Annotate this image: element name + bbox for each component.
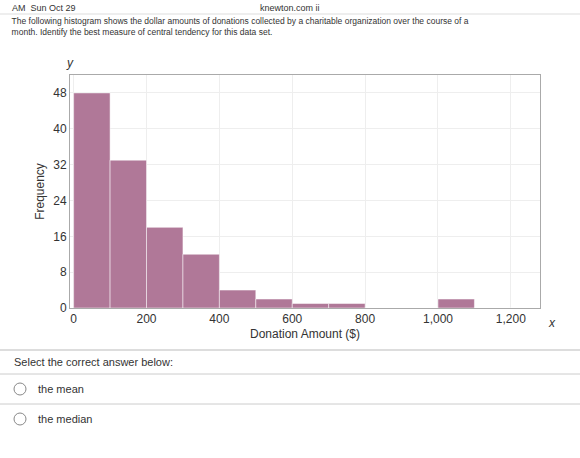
svg-text:the median: the median xyxy=(38,413,92,425)
svg-text:y: y xyxy=(66,56,74,70)
svg-text:600: 600 xyxy=(282,312,302,326)
svg-text:Frequency: Frequency xyxy=(33,163,47,220)
svg-text:x: x xyxy=(548,316,556,330)
svg-text:8: 8 xyxy=(60,265,67,279)
svg-text:0: 0 xyxy=(60,301,67,315)
svg-text:0: 0 xyxy=(70,312,77,326)
svg-text:AM Sun Oct 29: AM Sun Oct 29 xyxy=(12,3,76,13)
svg-text:40: 40 xyxy=(53,122,67,136)
svg-text:200: 200 xyxy=(136,312,156,326)
svg-text:32: 32 xyxy=(53,158,67,172)
svg-text:24: 24 xyxy=(53,194,67,208)
svg-text:800: 800 xyxy=(355,312,375,326)
svg-text:1,000: 1,000 xyxy=(423,312,453,326)
svg-text:400: 400 xyxy=(209,312,229,326)
svg-text:Select the correct answer belo: Select the correct answer below: xyxy=(14,356,173,368)
svg-text:knewton.com ii: knewton.com ii xyxy=(260,3,320,13)
svg-text:48: 48 xyxy=(53,86,67,100)
svg-text:Donation Amount ($): Donation Amount ($) xyxy=(250,327,360,341)
svg-text:the mean: the mean xyxy=(38,383,84,395)
svg-text:16: 16 xyxy=(53,230,67,244)
svg-text:The following histogram shows: The following histogram shows the dollar… xyxy=(12,16,469,37)
svg-text:1,200: 1,200 xyxy=(496,312,526,326)
